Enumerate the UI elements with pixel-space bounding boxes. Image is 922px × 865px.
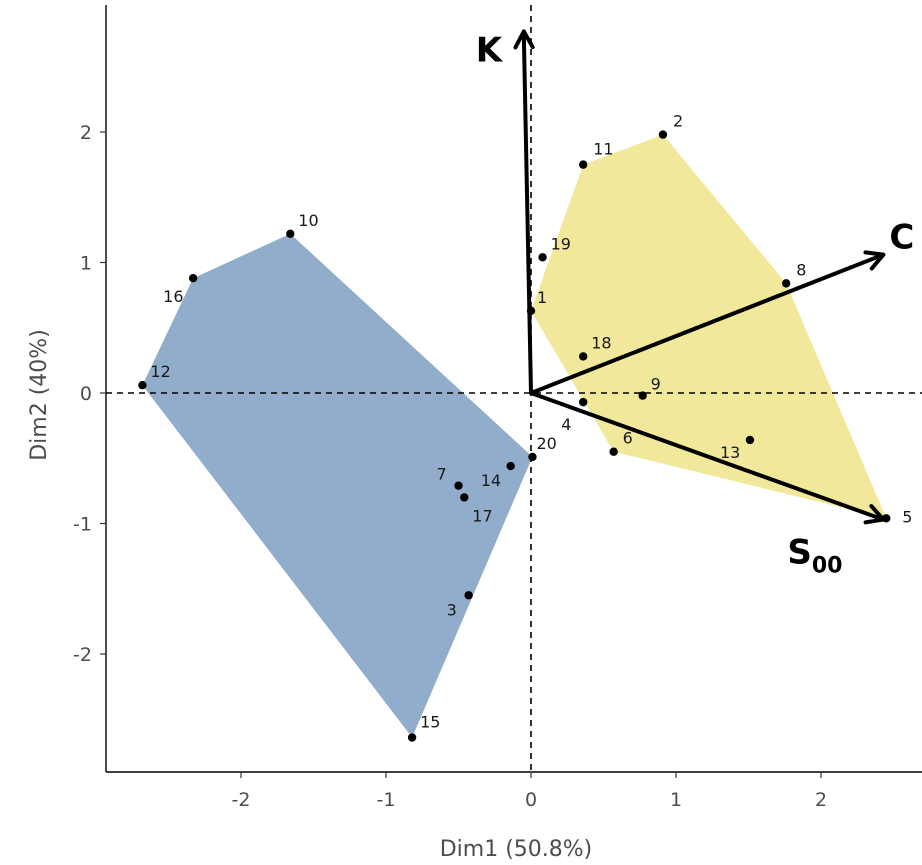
point-label-17: 17	[472, 506, 492, 525]
x-tick-label: -2	[232, 789, 251, 811]
group-hull-2	[531, 134, 887, 519]
x-tick-label: 2	[815, 789, 827, 811]
point-label-3: 3	[447, 600, 457, 619]
point-11	[579, 160, 588, 169]
y-tick-label: -1	[73, 514, 92, 536]
point-10	[286, 229, 295, 238]
point-label-18: 18	[591, 333, 611, 352]
point-label-9: 9	[651, 375, 661, 394]
point-2	[658, 130, 668, 139]
y-tick-label: -2	[73, 644, 92, 666]
point-17	[460, 493, 469, 502]
point-4	[579, 397, 588, 407]
vector-label-subscript: 00	[812, 554, 843, 579]
point-label-13: 13	[720, 443, 740, 462]
vector-arrowhead-k	[513, 29, 535, 50]
point-1	[526, 306, 536, 315]
reference-lines	[106, 5, 922, 772]
x-tick-label: -1	[377, 789, 396, 811]
vector-label-k: K	[476, 31, 504, 71]
vector-label-c: C	[889, 218, 914, 258]
point-16	[188, 273, 198, 283]
point-18	[579, 352, 588, 361]
point-12	[138, 380, 147, 390]
point-3	[464, 591, 473, 600]
group-hull-1	[142, 233, 533, 738]
point-label-16: 16	[163, 287, 183, 306]
y-axis-title: Dim2 (40%)	[27, 329, 52, 461]
y-tick-label: 1	[80, 253, 92, 275]
point-9	[638, 391, 647, 400]
point-label-12: 12	[150, 362, 170, 381]
point-label-5: 5	[902, 507, 912, 526]
point-label-4: 4	[561, 415, 571, 434]
point-7	[454, 481, 463, 490]
vector-arrowhead-c	[863, 250, 886, 271]
point-15	[407, 733, 417, 742]
vector-line-k	[521, 29, 533, 395]
point-label-15: 15	[420, 713, 440, 732]
point-14	[506, 461, 515, 471]
y-tick-label: 2	[80, 122, 92, 144]
group-hulls	[142, 134, 887, 738]
loading-vectors: K C S00	[476, 29, 914, 579]
point-label-11: 11	[593, 140, 613, 159]
point-20	[528, 452, 537, 462]
point-label-14: 14	[481, 471, 501, 490]
point-8	[782, 279, 791, 288]
point-label-1: 1	[537, 288, 547, 307]
y-tick-label: 0	[80, 383, 92, 405]
point-label-10: 10	[298, 211, 318, 230]
vector-label-s: S00	[787, 533, 842, 579]
point-label-8: 8	[796, 260, 806, 279]
point-label-20: 20	[536, 434, 556, 453]
point-13	[745, 435, 755, 445]
x-tick-label: 0	[525, 789, 537, 811]
point-6	[609, 447, 618, 456]
point-5	[882, 514, 891, 523]
point-label-19: 19	[551, 234, 571, 253]
point-label-7: 7	[437, 465, 447, 484]
point-label-2: 2	[673, 112, 683, 131]
vector-line-s	[529, 391, 886, 522]
x-tick-label: 1	[670, 789, 682, 811]
point-label-6: 6	[623, 429, 633, 448]
x-axis-title: Dim1 (50.8%)	[440, 837, 593, 862]
point-19	[538, 253, 547, 262]
vector-line-c	[529, 252, 886, 395]
